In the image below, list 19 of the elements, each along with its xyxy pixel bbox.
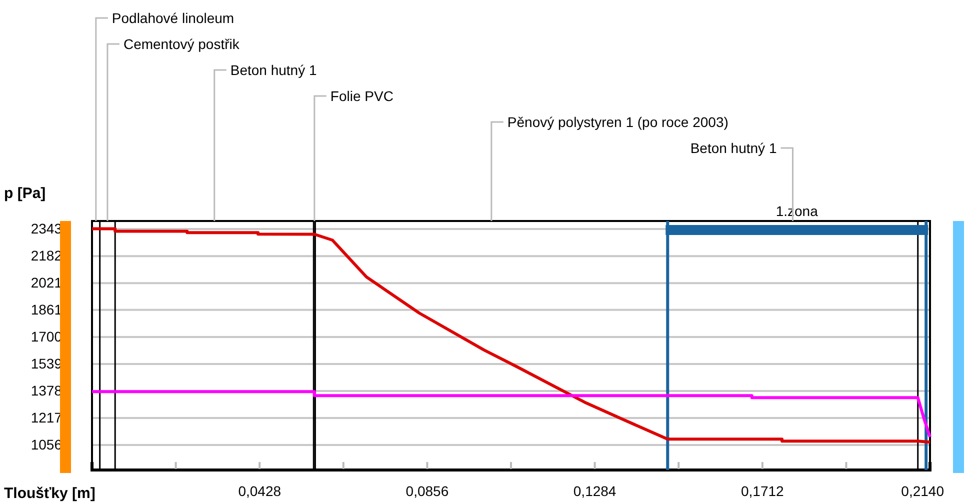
- text: Beton hutný 1: [230, 62, 317, 78]
- x-tick-label: 0,0856: [406, 482, 449, 499]
- text: Folie PVC: [330, 88, 394, 104]
- x-tick-label: 0,1712: [740, 482, 784, 499]
- y-axis-title: p [Pa]: [4, 185, 46, 202]
- x-tick-label: 0,0428: [238, 482, 282, 499]
- x-tick-label: 0,1284: [573, 482, 616, 499]
- line-series: [90, 390, 932, 438]
- text: Cementový postřik: [123, 36, 240, 52]
- text: Beton hutný 1: [690, 140, 777, 156]
- y-tick-label: 2021: [30, 274, 62, 291]
- y-tick-label: 1217: [30, 409, 62, 426]
- x-axis-title: Tloušťky [m]: [4, 485, 96, 502]
- line-series: [90, 227, 932, 444]
- x-tick-label: 0,2140: [901, 482, 944, 499]
- band-label: 1.zona: [776, 203, 818, 219]
- text: Pěnový polystyren 1 (po roce 2003): [507, 114, 728, 130]
- y-tick-label: 1861: [30, 301, 62, 318]
- text: Podlahové linoleum: [112, 10, 234, 26]
